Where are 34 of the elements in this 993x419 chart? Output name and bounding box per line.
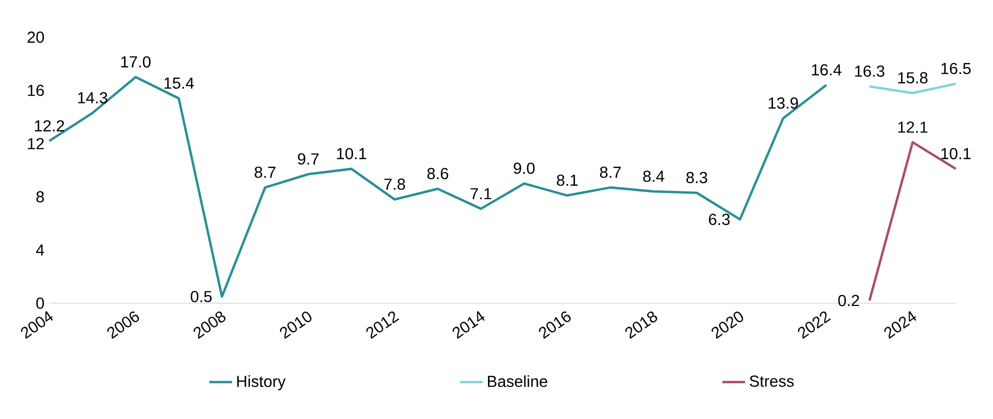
data-label: 12.1 [898, 122, 928, 133]
y-tick-label: 4 [36, 244, 44, 256]
data-label: 10.1 [337, 148, 366, 160]
data-label: 12.2 [34, 120, 64, 132]
y-tick-label: 12 [28, 138, 44, 150]
legend-label: Baseline [488, 375, 548, 388]
y-tick-label: 16 [28, 84, 44, 96]
data-label: 8.6 [427, 168, 448, 180]
data-label: 7.1 [470, 188, 492, 200]
data-label: 17.0 [121, 56, 151, 68]
data-label: 16.3 [855, 66, 884, 77]
data-label: 6.3 [708, 214, 730, 226]
y-tick-label: 8 [36, 191, 44, 203]
data-label: 15.4 [164, 78, 194, 89]
data-label: 8.3 [686, 172, 708, 184]
data-label: 15.8 [898, 72, 928, 84]
y-tick-label: 20 [28, 32, 44, 43]
data-label: 8.4 [643, 170, 664, 182]
data-label: 10.1 [941, 148, 971, 160]
legend-label: Stress [750, 376, 794, 387]
data-label: 0.5 [190, 290, 212, 302]
data-label: 7.8 [384, 178, 406, 190]
data-label: 14.3 [78, 92, 108, 104]
data-label: 8.7 [600, 166, 621, 178]
data-label: 16.5 [941, 62, 971, 74]
data-label: 9.7 [298, 153, 319, 165]
data-label: 8.7 [254, 166, 276, 178]
data-label: 8.1 [556, 174, 578, 186]
legend-label: History [237, 375, 286, 390]
data-label: 13.9 [768, 98, 798, 109]
data-label: 0.2 [838, 294, 860, 306]
y-tick-label: 0 [36, 298, 44, 309]
data-label: 9.0 [514, 162, 535, 174]
data-label: 16.4 [812, 64, 842, 76]
